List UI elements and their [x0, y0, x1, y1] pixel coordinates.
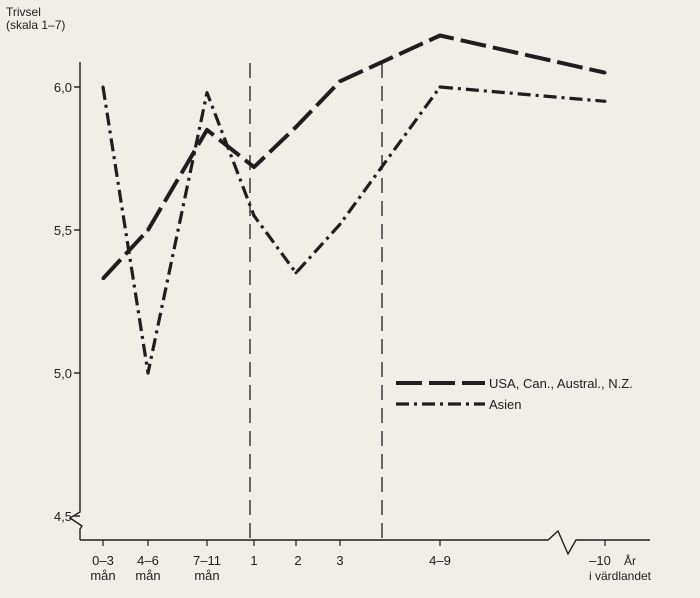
x-tick-label: 0–3 [92, 553, 114, 568]
series-1-point [252, 214, 256, 218]
series-0-point [252, 165, 256, 169]
y-axis-title: (skala 1–7) [6, 18, 65, 32]
x-tick-label: 1 [250, 553, 257, 568]
x-tick-label: 4–9 [429, 553, 451, 568]
series-0-point [146, 228, 150, 232]
x-tick-label: –10 [589, 553, 611, 568]
y-tick-label: 6,0 [54, 80, 72, 95]
x-tick-label: 3 [336, 553, 343, 568]
legend-label: Asien [489, 397, 522, 412]
series-0-point [603, 71, 607, 75]
y-axis-title: Trivsel [6, 5, 41, 19]
series-line-0 [101, 33, 606, 280]
series-0-point [294, 125, 298, 129]
series-1-point [101, 85, 105, 89]
x-axis-title: År [624, 553, 636, 568]
y-tick-label: 5,0 [54, 366, 72, 381]
x-tick-sublabel: mån [194, 568, 219, 583]
series-1-point [603, 99, 607, 103]
series-1-point [438, 85, 442, 89]
x-tick-sublabel: mån [135, 568, 160, 583]
series-line-1 [101, 85, 606, 375]
y-tick-label: 5,5 [54, 223, 72, 238]
series-0-point [101, 277, 105, 281]
x-tick-label: 7–11 [193, 553, 221, 568]
x-tick-label: 2 [294, 553, 301, 568]
x-tick-label: 4–6 [137, 553, 159, 568]
x-axis-title-line2: i värdlandet [589, 569, 652, 583]
series-1-point [294, 271, 298, 275]
y-tick-label: 4,5 [54, 509, 72, 524]
y-axis-line [68, 62, 83, 540]
series-1-point [205, 91, 209, 95]
series-0-point [205, 128, 209, 132]
series-1-point [146, 371, 150, 375]
series-1-point [338, 222, 342, 226]
series-0-point [438, 34, 442, 37]
legend-label: USA, Can., Austral., N.Z. [489, 376, 633, 391]
x-axis-line [80, 529, 650, 556]
x-tick-sublabel: mån [90, 568, 115, 583]
series-0-point [338, 79, 342, 83]
